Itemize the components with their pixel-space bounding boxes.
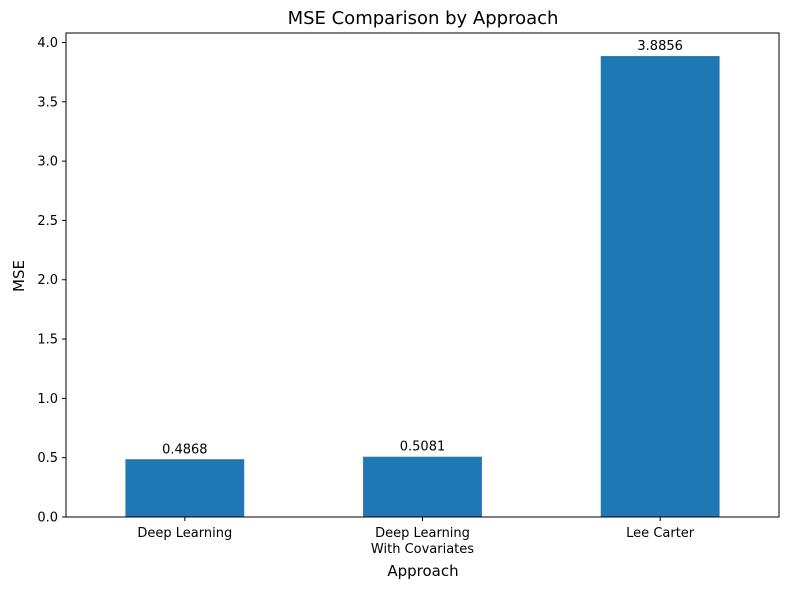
y-axis: 0.0 0.5 1.0 1.5 2.0 2.5 3.0 3.5 4.0 — [37, 36, 66, 526]
y-tick-label: 1.0 — [37, 392, 58, 407]
y-axis-label: MSE — [10, 260, 28, 292]
y-tick-label: 3.5 — [37, 95, 58, 110]
x-tick-label: Deep Learning — [137, 526, 232, 541]
bars-group — [125, 56, 720, 517]
x-axis: Deep Learning Deep Learning With Covariate… — [137, 517, 695, 557]
plot-frame — [65, 32, 780, 518]
x-axis-label: Approach — [387, 562, 458, 580]
y-tick-label: 1.5 — [37, 333, 58, 348]
bar — [363, 456, 482, 517]
x-tick-label: Lee Carter — [626, 526, 695, 541]
data-labels-group: 0.4868 0.5081 3.8856 — [162, 39, 683, 457]
bar — [600, 56, 720, 517]
y-tick-label: 0.0 — [37, 511, 58, 526]
y-tick-label: 2.0 — [37, 273, 58, 288]
bar-value-label: 3.8856 — [637, 39, 683, 54]
bar-value-label: 0.5081 — [400, 440, 446, 455]
x-tick-label: Deep Learning With Covariates — [371, 526, 474, 557]
y-tick-label: 3.0 — [37, 155, 58, 170]
chart-title: MSE Comparison by Approach — [288, 8, 559, 29]
y-tick-label: 2.5 — [37, 214, 58, 229]
y-tick-label: 4.0 — [37, 36, 58, 51]
bar-value-label: 0.4868 — [162, 442, 208, 457]
bar — [125, 459, 245, 517]
y-tick-label: 0.5 — [37, 451, 58, 466]
